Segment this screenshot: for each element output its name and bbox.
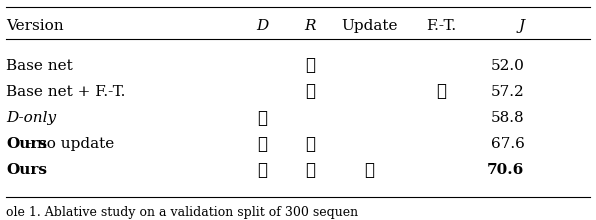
Text: D: D — [256, 19, 268, 33]
Text: ✓: ✓ — [257, 110, 267, 126]
Text: ✓: ✓ — [365, 162, 374, 179]
Text: - no update: - no update — [22, 137, 114, 151]
Text: 52.0: 52.0 — [491, 59, 524, 73]
Text: Version: Version — [6, 19, 64, 33]
Text: Ours: Ours — [6, 163, 47, 178]
Text: J: J — [519, 19, 524, 33]
Text: ✓: ✓ — [436, 83, 446, 100]
Text: ✓: ✓ — [305, 162, 315, 179]
Text: F.-T.: F.-T. — [426, 19, 456, 33]
Text: 67.6: 67.6 — [491, 137, 524, 151]
Text: ✓: ✓ — [257, 136, 267, 153]
Text: ✓: ✓ — [305, 83, 315, 100]
Text: Ours: Ours — [6, 137, 47, 151]
Text: R: R — [304, 19, 316, 33]
Text: ✓: ✓ — [257, 162, 267, 179]
Text: Base net + F.-T.: Base net + F.-T. — [6, 85, 125, 99]
Text: ✓: ✓ — [305, 57, 315, 74]
Text: ole 1. Ablative study on a validation split of 300 sequen: ole 1. Ablative study on a validation sp… — [6, 205, 358, 218]
Text: 58.8: 58.8 — [491, 111, 524, 125]
Text: Base net: Base net — [6, 59, 73, 73]
Text: 57.2: 57.2 — [491, 85, 524, 99]
Text: Update: Update — [342, 19, 398, 33]
Text: 70.6: 70.6 — [488, 163, 524, 178]
Text: D-only: D-only — [6, 111, 56, 125]
Text: ✓: ✓ — [305, 136, 315, 153]
